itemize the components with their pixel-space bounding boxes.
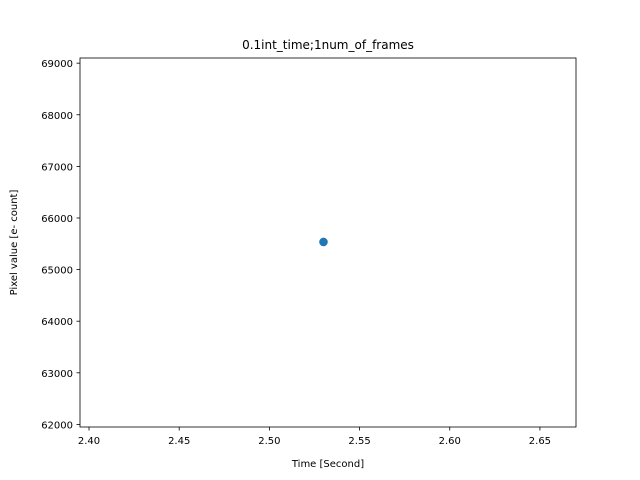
x-tick-label: 2.60	[439, 436, 461, 447]
x-tick-label: 2.55	[348, 436, 370, 447]
y-axis-label: Pixel value [e- count]	[9, 190, 20, 296]
plot-area	[79, 57, 577, 428]
x-tick-label: 2.65	[529, 436, 551, 447]
y-tick-label: 64000	[41, 317, 73, 328]
x-tick-label: 2.50	[258, 436, 280, 447]
y-tick-label: 66000	[41, 214, 73, 225]
data-points	[319, 237, 328, 247]
x-tick-label: 2.45	[168, 436, 190, 447]
x-tick-label: 2.40	[78, 436, 100, 447]
chart-title: 0.1int_time;1num_of_frames	[242, 38, 414, 52]
y-tick-label: 69000	[41, 59, 73, 70]
y-tick-label: 67000	[41, 162, 73, 173]
y-tick-label: 68000	[41, 111, 73, 122]
y-axis: 62000 63000 64000 65000 66000 67000 68000 69000	[41, 59, 80, 431]
y-tick-label: 62000	[41, 420, 73, 431]
y-tick-label: 63000	[41, 369, 73, 380]
x-axis: 2.40 2.45 2.50 2.55 2.60 2.65	[78, 427, 551, 447]
data-point	[319, 237, 328, 247]
y-tick-label: 65000	[41, 266, 73, 277]
x-axis-label: Time [Second]	[291, 459, 364, 470]
